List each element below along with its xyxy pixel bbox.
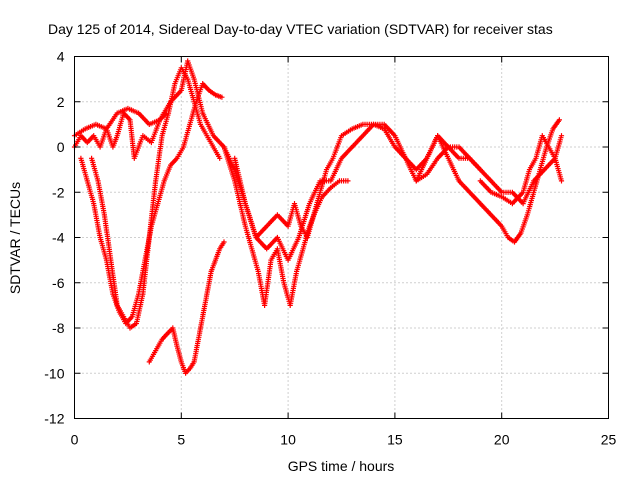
chart-title: Day 125 of 2014, Sidereal Day-to-day VTE… [48, 21, 553, 37]
x-tick-label: 10 [280, 432, 296, 448]
plus-marker [413, 117, 562, 245]
plus-marker [146, 239, 227, 376]
grid-layer [74, 56, 609, 419]
y-tick-label: -12 [44, 411, 64, 427]
series-layer [71, 58, 565, 376]
plus-marker [71, 110, 169, 161]
x-tick-label: 15 [387, 432, 403, 448]
y-tick-label: -2 [52, 184, 65, 200]
data-series-4 [89, 65, 223, 331]
y-tick-label: -4 [52, 230, 65, 246]
y-tick-label: -8 [52, 320, 65, 336]
plus-marker [89, 65, 223, 331]
x-tick-label: 5 [177, 432, 185, 448]
y-tick-label: -6 [52, 275, 65, 291]
plus-marker [477, 133, 565, 207]
plus-marker [71, 58, 565, 263]
y-tick-label: 0 [57, 139, 65, 155]
x-tick-label: 20 [494, 432, 510, 448]
x-axis-label: GPS time / hours [288, 458, 395, 474]
y-axis-label: SDTVAR / TECUs [7, 182, 23, 294]
tick-layer: 0 5 10 15 20 25 -12 -10 -8 -6 -4 -2 0 2 4 [44, 49, 616, 448]
x-tick-label: 25 [601, 432, 617, 448]
data-series-8 [413, 117, 562, 245]
plus-marker [78, 81, 225, 327]
y-tick-label: 4 [57, 49, 65, 65]
y-tick-label: -10 [44, 365, 64, 381]
data-series-3 [78, 81, 225, 327]
series-line [74, 58, 563, 262]
data-series-2 [71, 110, 169, 161]
data-series-9 [477, 133, 565, 207]
plus-marker [232, 121, 483, 241]
data-series-7 [232, 121, 483, 241]
y-tick-label: 2 [57, 94, 65, 110]
data-series-1 [71, 58, 565, 263]
data-series-5 [146, 239, 227, 376]
x-tick-label: 0 [71, 432, 79, 448]
